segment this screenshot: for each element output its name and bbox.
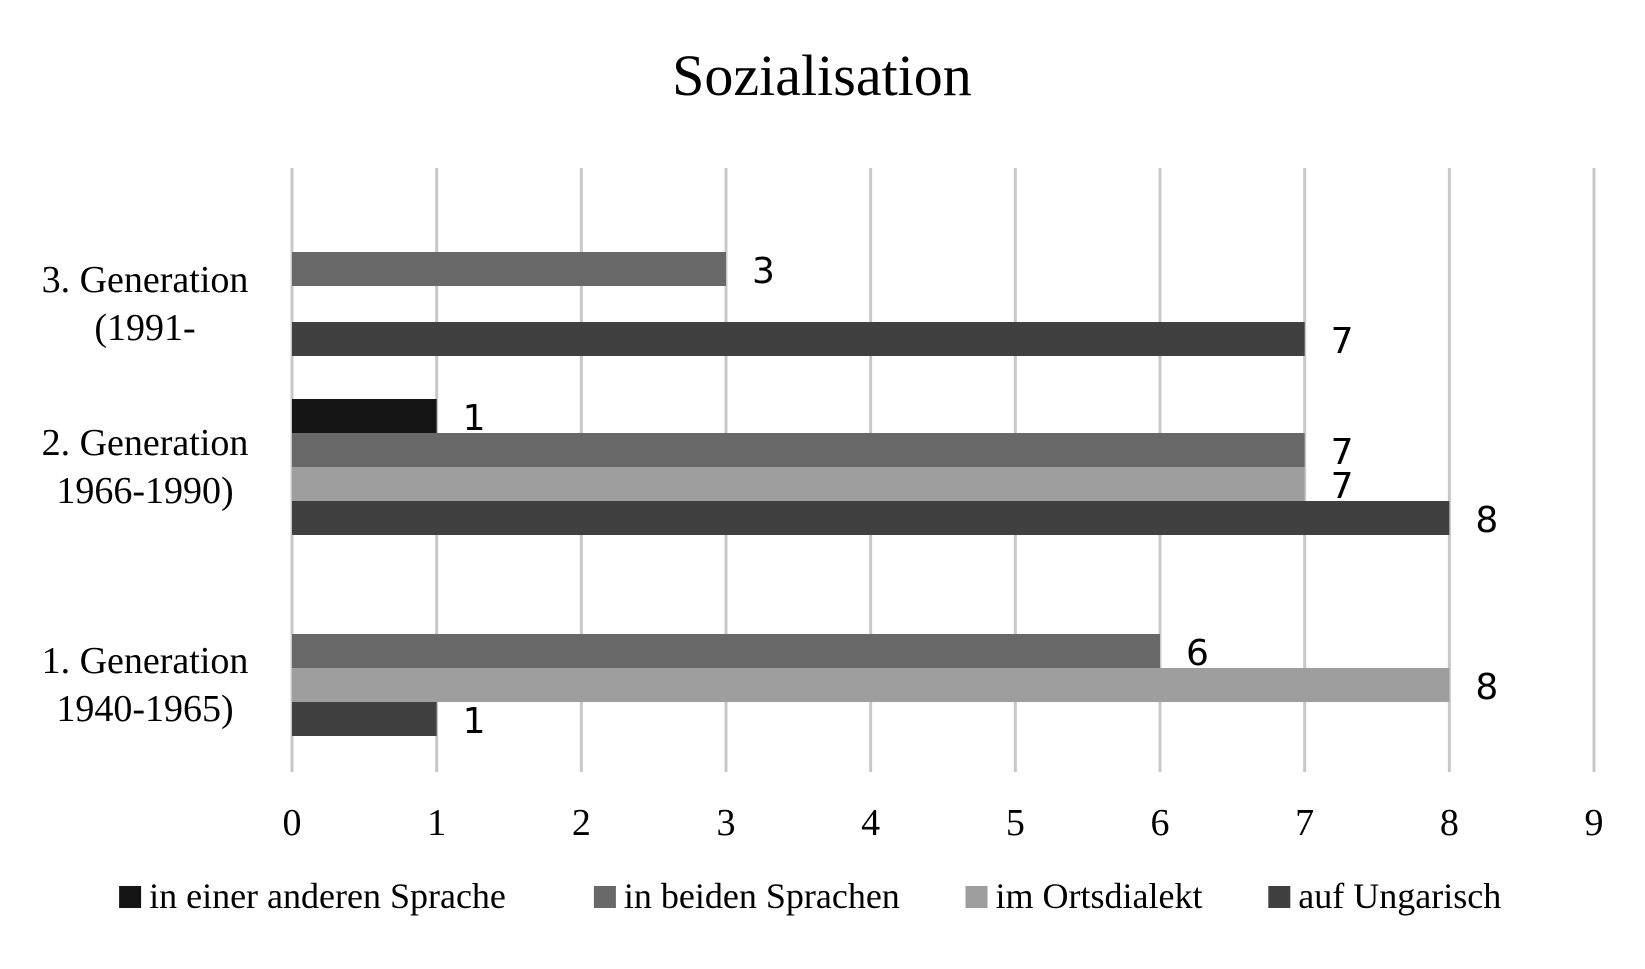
legend-swatch bbox=[965, 886, 988, 908]
bar bbox=[292, 433, 1305, 467]
bar-value-label: 8 bbox=[1475, 500, 1498, 541]
bar bbox=[292, 501, 1450, 535]
bar-value-label: 7 bbox=[1331, 432, 1354, 473]
x-axis-ticks: 0 1 2 3 4 5 6 7 8 9 bbox=[283, 802, 1604, 844]
x-tick-label: 5 bbox=[1006, 802, 1025, 844]
y-category-label: 2. Generation bbox=[42, 422, 249, 464]
x-tick-label: 0 bbox=[283, 802, 302, 844]
x-tick-label: 3 bbox=[717, 802, 736, 844]
y-category-label: 1966-1990) bbox=[56, 470, 233, 512]
y-category-label: (1991- bbox=[94, 307, 195, 349]
bar-value-label: 1 bbox=[463, 398, 486, 439]
x-tick-label: 2 bbox=[572, 802, 591, 844]
y-category-label: 1. Generation bbox=[42, 640, 249, 682]
y-category-label: 3. Generation bbox=[42, 259, 249, 301]
y-category-label: 1940-1965) bbox=[56, 688, 233, 730]
x-tick-label: 7 bbox=[1295, 802, 1314, 844]
y-axis-labels: 1. Generation 1940-1965) 2. Generation 1966… bbox=[42, 259, 249, 730]
x-tick-label: 6 bbox=[1151, 802, 1170, 844]
x-tick-label: 1 bbox=[427, 802, 446, 844]
legend-label: im Ortsdialekt bbox=[996, 876, 1203, 916]
bar-value-label: 7 bbox=[1331, 466, 1354, 507]
x-tick-label: 4 bbox=[861, 802, 880, 844]
bar bbox=[292, 399, 437, 433]
legend-label: in einer anderen Sprache bbox=[149, 876, 506, 916]
bar bbox=[292, 467, 1305, 501]
bars bbox=[292, 252, 1450, 736]
bar-value-label: 1 bbox=[463, 701, 486, 742]
bar bbox=[292, 252, 726, 286]
bar bbox=[292, 634, 1160, 668]
bar bbox=[292, 322, 1305, 356]
bar bbox=[292, 668, 1450, 702]
bar-value-label: 8 bbox=[1475, 667, 1498, 708]
bar bbox=[292, 702, 437, 736]
legend-label: in beiden Sprachen bbox=[624, 876, 900, 916]
legend-swatch bbox=[593, 886, 616, 908]
legend-swatch bbox=[119, 886, 142, 908]
legend: in einer anderen Sprache in beiden Sprach… bbox=[119, 876, 1501, 916]
chart-title: Sozialisation bbox=[672, 43, 972, 108]
x-tick-label: 9 bbox=[1585, 802, 1604, 844]
legend-label: auf Ungarisch bbox=[1298, 876, 1501, 916]
x-tick-label: 8 bbox=[1440, 802, 1459, 844]
bar-value-label: 6 bbox=[1186, 633, 1209, 674]
bar-value-label: 7 bbox=[1331, 321, 1354, 362]
bar-value-label: 3 bbox=[752, 251, 775, 292]
legend-swatch bbox=[1268, 886, 1291, 908]
